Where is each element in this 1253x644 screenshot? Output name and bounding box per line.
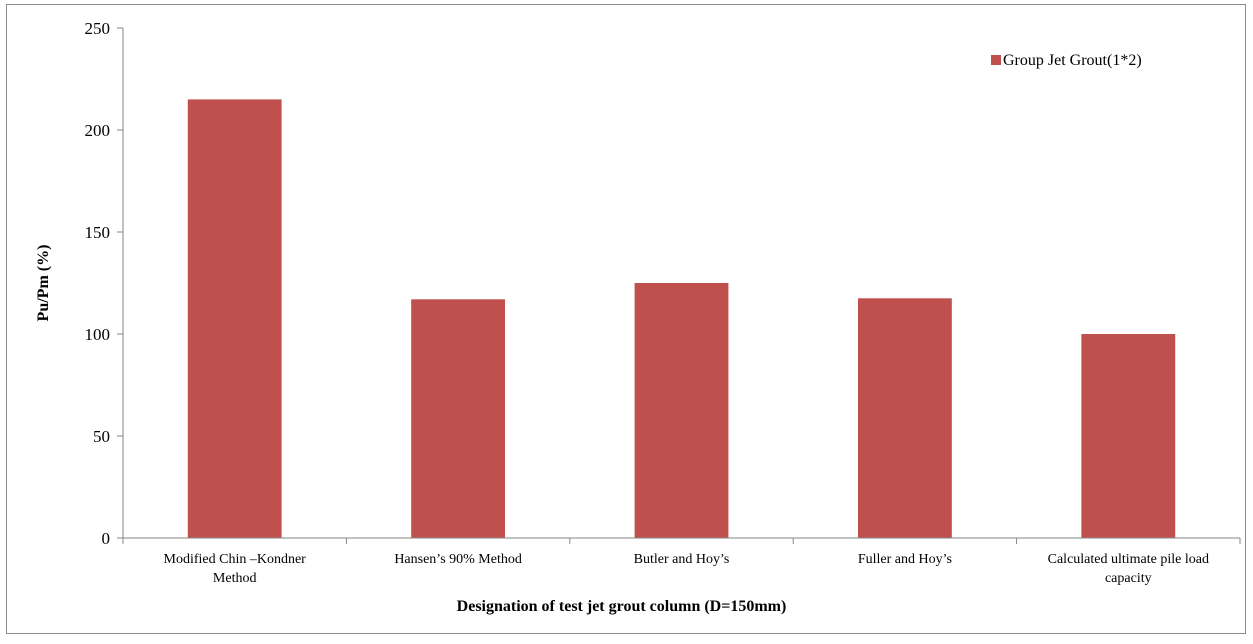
y-tick-label: 100 — [85, 325, 111, 344]
category-label-line: Fuller and Hoy’s — [858, 552, 952, 567]
bar — [1081, 334, 1176, 538]
category-labels: Modified Chin –Kondner Method Hansen’s 90%… — [164, 552, 1209, 586]
y-tick-label: 250 — [85, 19, 111, 38]
y-tick-label: 50 — [93, 427, 110, 446]
category-label-line: capacity — [1105, 571, 1152, 586]
category-label: Butler and Hoy’s — [634, 552, 730, 567]
legend-swatch — [991, 55, 1001, 65]
x-axis-title: Designation of test jet grout column (D=… — [457, 598, 787, 615]
bar — [187, 99, 282, 539]
legend: Group Jet Grout(1*2) — [991, 52, 1142, 69]
category-label-line: Hansen’s 90% Method — [394, 552, 522, 567]
y-tick-label: 150 — [85, 223, 111, 242]
category-label-line: Modified Chin –Kondner — [164, 552, 307, 567]
category-label: Fuller and Hoy’s — [858, 552, 952, 567]
bar — [634, 283, 729, 538]
bar — [857, 298, 952, 538]
x-axis-ticks — [122, 538, 1241, 544]
bars — [187, 99, 1176, 539]
legend-label: Group Jet Grout(1*2) — [1003, 52, 1142, 69]
chart-frame: 0 50 100 150 200 250 Modified Chin –Kondner Me… — [6, 4, 1246, 634]
y-tick-label: 200 — [85, 121, 111, 140]
y-axis-title: Pu/Pm (%) — [35, 245, 52, 322]
category-label-line: Method — [213, 571, 257, 586]
bar — [411, 299, 506, 538]
bar-chart: 0 50 100 150 200 250 Modified Chin –Kondner Me… — [35, 19, 1241, 615]
category-label: Hansen’s 90% Method — [394, 552, 522, 567]
category-label-line: Calculated ultimate pile load — [1048, 552, 1209, 567]
y-tick-label: 0 — [102, 529, 111, 548]
y-axis-ticks: 0 50 100 150 200 250 — [85, 19, 123, 548]
category-label: Modified Chin –Kondner Method — [164, 552, 307, 586]
category-label-line: Butler and Hoy’s — [634, 552, 730, 567]
category-label: Calculated ultimate pile load capacity — [1048, 552, 1209, 586]
